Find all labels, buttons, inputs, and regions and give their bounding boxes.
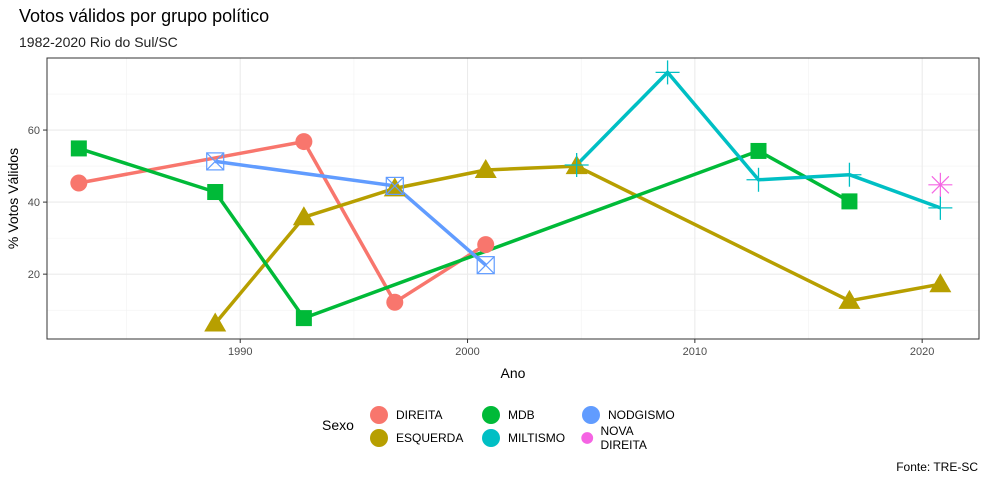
plot-border	[46, 57, 980, 340]
y-tick-label: 60	[28, 125, 40, 137]
legend-key-miltismo	[482, 429, 500, 447]
marker-esquerda	[292, 206, 315, 226]
legend-key-esquerda	[370, 429, 388, 447]
marker-mdb	[295, 310, 312, 327]
series-line-direita	[78, 139, 487, 305]
x-tick-label: 1990	[228, 346, 252, 358]
marker-esquerda	[204, 312, 227, 332]
chart-title: Votos válidos por grupo político	[19, 6, 270, 26]
y-tick-label: 40	[28, 197, 40, 209]
legend-label-miltismo: MILTISMO	[508, 431, 566, 445]
legend-label-esquerda: ESQUERDA	[396, 431, 464, 445]
x-tick-label: 2010	[683, 346, 707, 358]
legend-item-nodgismo: NODGISMO	[580, 403, 675, 427]
marker-miltismo	[928, 195, 953, 220]
marker-nodgismo	[385, 176, 404, 195]
marker-mdb	[841, 193, 858, 210]
marker-direita	[295, 133, 313, 151]
legend-key-mdb	[482, 406, 500, 424]
chart-subtitle: 1982-2020 Rio do Sul/SC	[19, 34, 178, 50]
marker-mdb	[750, 142, 767, 159]
legend-key-nodgismo	[582, 406, 600, 424]
marker-direita	[386, 293, 404, 311]
legend-key-nova-direita	[581, 432, 594, 444]
legend-label-nodgismo: NODGISMO	[608, 408, 675, 422]
marker-esquerda	[929, 273, 952, 293]
legend-item-direita: DIREITA	[368, 403, 442, 427]
legend-title: Sexo	[322, 417, 354, 433]
marker-mdb	[207, 184, 224, 201]
marker-miltismo	[837, 162, 862, 187]
source-caption: Fonte: TRE-SC	[896, 460, 978, 474]
marker-direita	[70, 174, 88, 192]
legend-label-nova-direita: NOVA DIREITA	[600, 424, 647, 452]
x-tick-label: 2000	[455, 346, 479, 358]
x-axis-title: Ano	[501, 365, 526, 381]
marker-miltismo	[564, 152, 589, 177]
legend-label-mdb: MDB	[508, 408, 535, 422]
legend-item-mdb: MDB	[480, 403, 535, 427]
legend-label-direita: DIREITA	[396, 408, 443, 422]
marker-direita	[477, 236, 495, 254]
marker-nova-direita	[928, 172, 953, 197]
legend-item-miltismo: MILTISMO	[480, 426, 565, 450]
legend-key-direita	[370, 406, 388, 424]
marker-esquerda	[474, 159, 497, 179]
marker-nodgismo	[476, 256, 495, 275]
marker-miltismo	[655, 60, 680, 85]
marker-mdb	[70, 140, 87, 157]
y-tick-label: 20	[28, 269, 40, 281]
marker-esquerda	[838, 289, 861, 309]
plot-panel	[47, 58, 979, 339]
legend-item-esquerda: ESQUERDA	[368, 426, 463, 450]
y-axis-title: % Votos Válidos	[5, 148, 21, 249]
legend-item-nova-direita: NOVA DIREITA	[580, 424, 654, 452]
marker-miltismo	[746, 167, 771, 192]
x-tick-label: 2020	[910, 346, 934, 358]
marker-nodgismo	[206, 152, 225, 171]
